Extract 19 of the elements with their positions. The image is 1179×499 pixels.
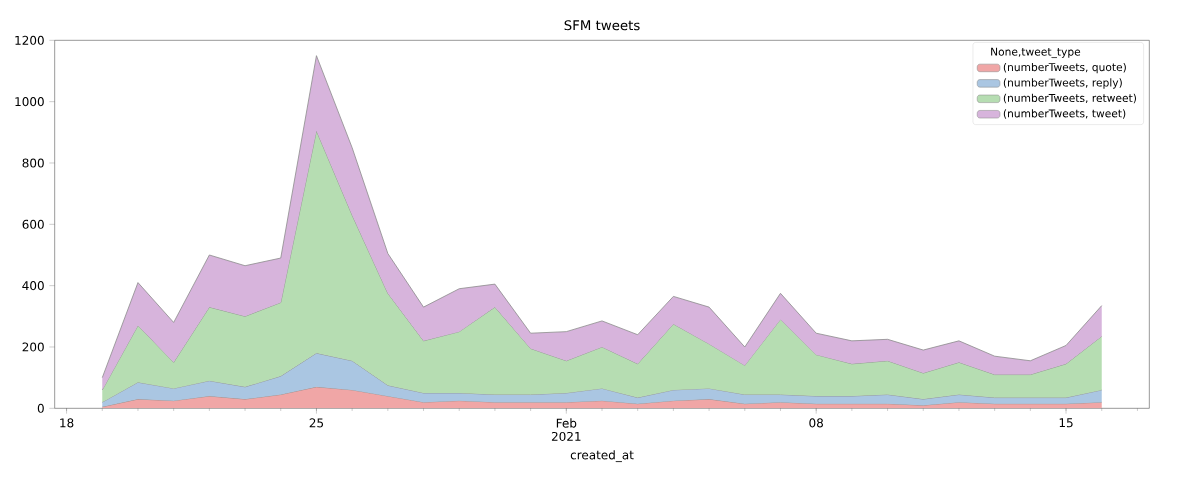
x-tick-label: Feb 2021 [551,418,581,441]
legend-title: None,tweet_type [991,47,1081,59]
legend-label: (numberTweets, tweet) [1003,109,1126,119]
legend-label: (numberTweets, retweet) [1003,93,1136,104]
x-tick-label: 08 [809,418,823,428]
y-tick-label: 600 [22,219,44,229]
y-tick-label: 400 [22,281,44,291]
chart-title: SFM tweets [564,20,640,31]
y-tick-label: 800 [22,158,44,168]
y-tick-label: 1200 [15,35,44,45]
legend-label: (numberTweets, quote) [1003,62,1126,74]
x-tick-label: 15 [1059,418,1073,428]
x-axis-title: created_at [570,450,634,463]
x-tick-label: 25 [309,418,324,428]
y-tick-label: 200 [22,342,44,352]
y-tick-label: 1000 [15,97,44,107]
x-tick-label: 18 [60,418,74,428]
legend-label: (numberTweets, reply) [1003,78,1122,89]
y-tick-label: 0 [37,403,44,413]
